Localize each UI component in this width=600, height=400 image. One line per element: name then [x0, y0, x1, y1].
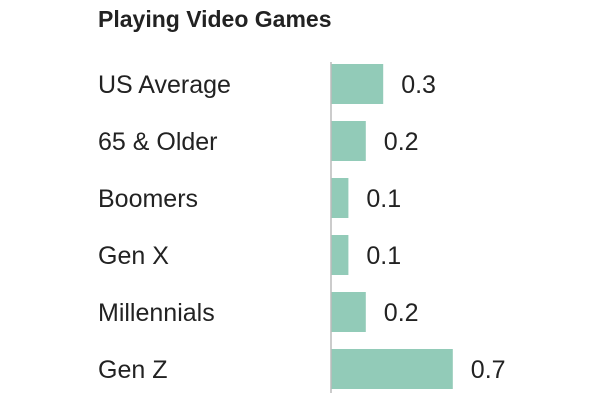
bar [331, 64, 384, 104]
category-labels: US Average 65 & Older Boomers Gen X Millenni… [98, 71, 231, 384]
bar [331, 292, 366, 332]
value-labels: 0.3 0.2 0.1 0.1 0.2 0.7 [366, 71, 505, 384]
value-label: 0.2 [384, 128, 419, 156]
category-label: US Average [98, 71, 231, 99]
bar [331, 178, 349, 218]
value-label: 0.7 [471, 356, 506, 384]
chart-title: Playing Video Games [98, 6, 332, 32]
category-label: Millennials [98, 299, 215, 327]
value-label: 0.1 [366, 185, 401, 213]
category-label: Gen Z [98, 356, 167, 384]
bars [331, 64, 453, 389]
category-label: 65 & Older [98, 128, 218, 156]
value-label: 0.2 [384, 299, 419, 327]
category-label: Boomers [98, 185, 198, 213]
bar [331, 349, 453, 389]
bar [331, 121, 366, 161]
value-label: 0.3 [401, 71, 436, 99]
category-label: Gen X [98, 242, 169, 270]
bar [331, 235, 349, 275]
value-label: 0.1 [366, 242, 401, 270]
